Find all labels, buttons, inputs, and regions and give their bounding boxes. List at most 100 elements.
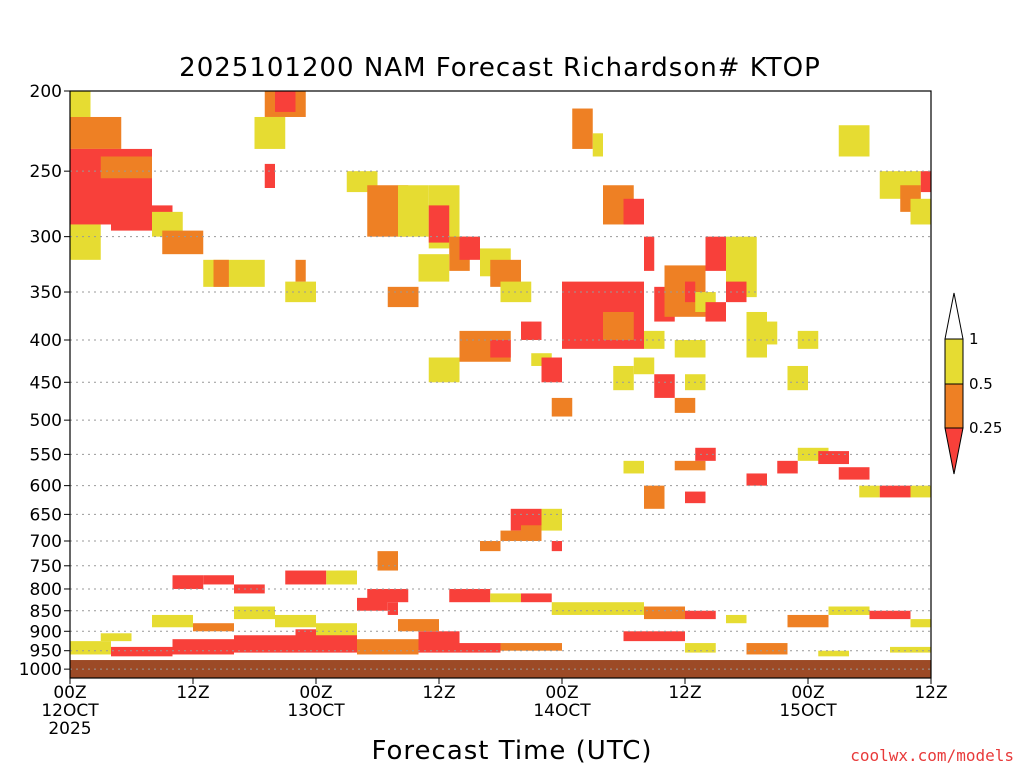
heatmap-cell (428, 357, 460, 383)
heatmap-cells (70, 91, 931, 657)
x-tick-label: 13OCT (287, 701, 345, 721)
heatmap-cell (910, 619, 931, 628)
heatmap-cell (695, 447, 716, 461)
heatmap-cell (726, 614, 747, 624)
heatmap-cell (521, 321, 542, 340)
legend-arrow-top (944, 292, 964, 340)
credit-link[interactable]: coolwx.com/models (850, 746, 1014, 765)
heatmap-cell (480, 541, 501, 552)
y-tick-label: 800 (30, 580, 62, 600)
x-tick-label: 15OCT (779, 701, 837, 721)
heatmap-cell (633, 357, 655, 375)
legend-label: 0.25 (969, 419, 1002, 437)
y-tick-label: 300 (30, 228, 62, 248)
y-tick-label: 450 (30, 373, 62, 393)
x-tick-label: 12Z (422, 683, 455, 703)
x-tick-label: 12Z (176, 683, 209, 703)
y-tick-label: 550 (30, 445, 62, 465)
heatmap-cell (746, 473, 767, 486)
heatmap-cell (685, 281, 696, 303)
heatmap-cell (111, 646, 173, 657)
heatmap-cell (572, 108, 593, 149)
heatmap-cell (213, 259, 229, 287)
heatmap-cell (623, 460, 644, 474)
heatmap-cell (623, 198, 644, 225)
y-tick-label: 900 (30, 622, 62, 642)
heatmap-cell (418, 254, 450, 282)
heatmap-cell (275, 614, 316, 628)
heatmap-cell (162, 230, 204, 255)
heatmap-cell (685, 610, 716, 620)
heatmap-cell (521, 593, 552, 603)
y-tick-label: 400 (30, 331, 62, 351)
heatmap-cell (685, 643, 716, 653)
heatmap-cell (592, 133, 603, 157)
heatmap-cell (787, 365, 808, 391)
ground-layer (70, 660, 931, 678)
heatmap-cell (613, 365, 634, 391)
heatmap-cell (705, 302, 726, 322)
x-tick-label: 00Z (53, 683, 86, 703)
heatmap-cell (428, 205, 450, 243)
heatmap-cell (890, 646, 931, 653)
legend: 1 0.5 0.25 (944, 292, 1002, 475)
heatmap-cell (551, 541, 562, 552)
heatmap-cell (869, 610, 911, 620)
heatmap-cell (521, 525, 542, 542)
heatmap-cell (541, 508, 562, 531)
heatmap-cell (603, 311, 634, 340)
x-tick-label: 12Z (668, 683, 701, 703)
heatmap-cell (828, 606, 870, 615)
heatmap-cell (418, 631, 460, 653)
y-axis: 200 250 300 350 400 450 500 550 600 650 700 750 8008… (19, 82, 70, 680)
heatmap-cell (70, 224, 101, 260)
heatmap-cell (172, 575, 204, 589)
heatmap-cell (551, 602, 603, 615)
heatmap-cell (100, 633, 132, 642)
x-tick-label: 12Z (914, 683, 947, 703)
heatmap-cell (377, 551, 398, 571)
y-tick-label: 850 (30, 602, 62, 622)
legend-swatch (944, 338, 964, 385)
heatmap-cell (490, 593, 521, 603)
y-tick-label: 750 (30, 557, 62, 577)
heatmap-cell (674, 339, 706, 358)
heatmap-cell (70, 116, 122, 149)
heatmap-cell (705, 236, 726, 271)
chart-title: 2025101200 NAM Forecast Richardson# KTOP (179, 53, 821, 83)
heatmap-cell (398, 185, 429, 237)
heatmap-cell (490, 339, 511, 358)
heatmap-cell (746, 643, 788, 655)
heatmap-cell (316, 623, 357, 636)
heatmap-cell (787, 614, 829, 628)
heatmap-cell (644, 485, 665, 509)
heatmap-cell (910, 485, 931, 498)
heatmap-cell (264, 163, 275, 188)
x-tick-label: 2025 (48, 719, 91, 739)
heatmap-cell (644, 606, 685, 620)
y-tick-label: 250 (30, 162, 62, 182)
heatmap-cell (818, 451, 849, 465)
heatmap-cell (644, 330, 665, 349)
y-tick-label: 350 (30, 283, 62, 303)
heatmap-cell (654, 374, 675, 398)
heatmap-cell (910, 198, 931, 225)
heatmap-cell (398, 619, 439, 632)
heatmap-cell (756, 321, 778, 345)
heatmap-cell (285, 281, 316, 303)
y-tick-label: 600 (30, 477, 62, 497)
x-tick-label: 00Z (545, 683, 578, 703)
legend-label: 0.5 (969, 375, 993, 393)
y-tick-label: 500 (30, 411, 62, 431)
heatmap-cell (152, 614, 193, 628)
x-tick-label: 00Z (791, 683, 824, 703)
heatmap-cell (203, 259, 265, 287)
heatmap-cell (551, 397, 573, 417)
heatmap-cell (623, 631, 685, 642)
x-axis-label: Forecast Time (UTC) (371, 736, 652, 766)
y-tick-label: 650 (30, 505, 62, 525)
heatmap-cell (70, 641, 111, 655)
heatmap-cell (500, 643, 562, 651)
